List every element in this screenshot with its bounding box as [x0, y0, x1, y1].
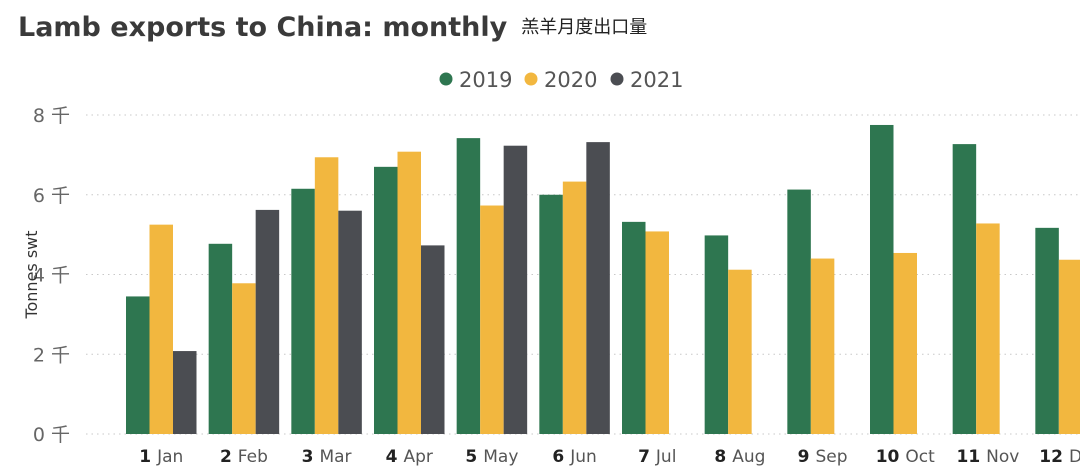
- bar-2019-sep: [787, 189, 811, 434]
- bar-2020-feb: [232, 283, 256, 434]
- y-axis-label: Tonnes swt: [22, 230, 41, 319]
- bar-2021-jun: [586, 142, 610, 435]
- legend-label-2021: 2021: [630, 68, 683, 92]
- bar-2021-jan: [173, 351, 197, 434]
- legend-marker-2021: [610, 72, 624, 86]
- bar-2020-oct: [893, 252, 917, 434]
- legend-marker-2019: [439, 72, 453, 86]
- bar-2019-oct: [870, 124, 894, 434]
- y-tick-label: 6 千: [33, 185, 70, 207]
- y-tick-label: 8 千: [33, 105, 70, 127]
- legend-label-2020: 2020: [544, 68, 597, 92]
- chart-subtitle: 羔羊月度出口量: [521, 17, 648, 38]
- bar-2019-mar: [291, 188, 315, 434]
- bar-2019-apr: [374, 166, 398, 434]
- legend-label-2019: 2019: [459, 68, 512, 92]
- bar-2020-nov: [976, 223, 1000, 434]
- bar-2019-may: [456, 138, 481, 434]
- chart-title: Lamb exports to China: monthly: [18, 12, 508, 43]
- bar-2019-jun: [539, 194, 563, 434]
- bar-2019-jan: [126, 296, 150, 434]
- bar-2019-aug: [704, 235, 729, 434]
- bar-2019-jul: [622, 221, 646, 434]
- y-tick-label: 2 千: [33, 344, 70, 366]
- x-tick-label: 7 Jul: [638, 447, 676, 467]
- bar-2019-dec: [1035, 227, 1059, 434]
- x-tick-label: 1 Jan: [139, 447, 183, 467]
- x-tick-label: 11 Nov: [956, 447, 1019, 467]
- bar-2020-dec: [1058, 259, 1080, 434]
- x-tick-label: 2 Feb: [220, 447, 268, 467]
- bar-2020-may: [480, 205, 504, 434]
- bar-2019-feb: [208, 243, 233, 434]
- bar-2020-sep: [810, 258, 835, 434]
- title-row: Lamb exports to China: monthly 羔羊月度出口量: [18, 12, 647, 43]
- x-tick-label: 8 Aug: [714, 447, 765, 467]
- bar-2021-may: [503, 145, 528, 435]
- bar-2021-apr: [421, 245, 445, 434]
- bar-2021-mar: [338, 210, 362, 434]
- x-tick-label: 10 Oct: [876, 447, 935, 467]
- bar-2020-jun: [562, 181, 587, 434]
- x-tick-label: 6 Jun: [552, 447, 596, 467]
- bar-2020-mar: [314, 157, 339, 434]
- y-tick-label: 0 千: [33, 424, 70, 446]
- x-tick-label: 9 Sep: [798, 447, 848, 467]
- x-tick-label: 3 Mar: [302, 447, 352, 467]
- bar-2019-nov: [952, 144, 977, 434]
- x-tick-label: 5 May: [465, 447, 518, 467]
- bar-2020-apr: [397, 151, 421, 434]
- bar-2021-feb: [255, 209, 280, 434]
- x-tick-label: 12Dec: [1039, 447, 1080, 467]
- y-tick-label: 4 千: [33, 265, 70, 287]
- legend-marker-2020: [524, 72, 538, 86]
- bar-2020-aug: [728, 269, 752, 434]
- bar-2020-jul: [645, 231, 669, 434]
- bar-2020-jan: [149, 224, 173, 434]
- x-tick-label: 4 Apr: [386, 447, 433, 467]
